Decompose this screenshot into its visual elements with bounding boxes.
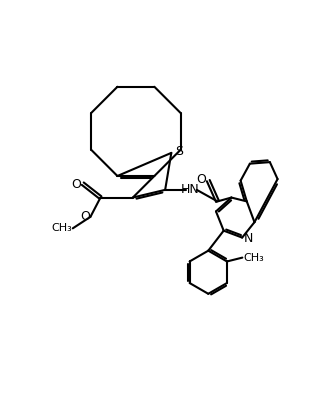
- Text: CH₃: CH₃: [243, 253, 264, 263]
- Text: CH₃: CH₃: [51, 223, 72, 233]
- Text: O: O: [71, 178, 81, 191]
- Text: N: N: [244, 232, 253, 245]
- Text: O: O: [80, 209, 90, 222]
- Text: S: S: [175, 145, 183, 158]
- Text: O: O: [196, 173, 206, 186]
- Text: HN: HN: [181, 183, 200, 196]
